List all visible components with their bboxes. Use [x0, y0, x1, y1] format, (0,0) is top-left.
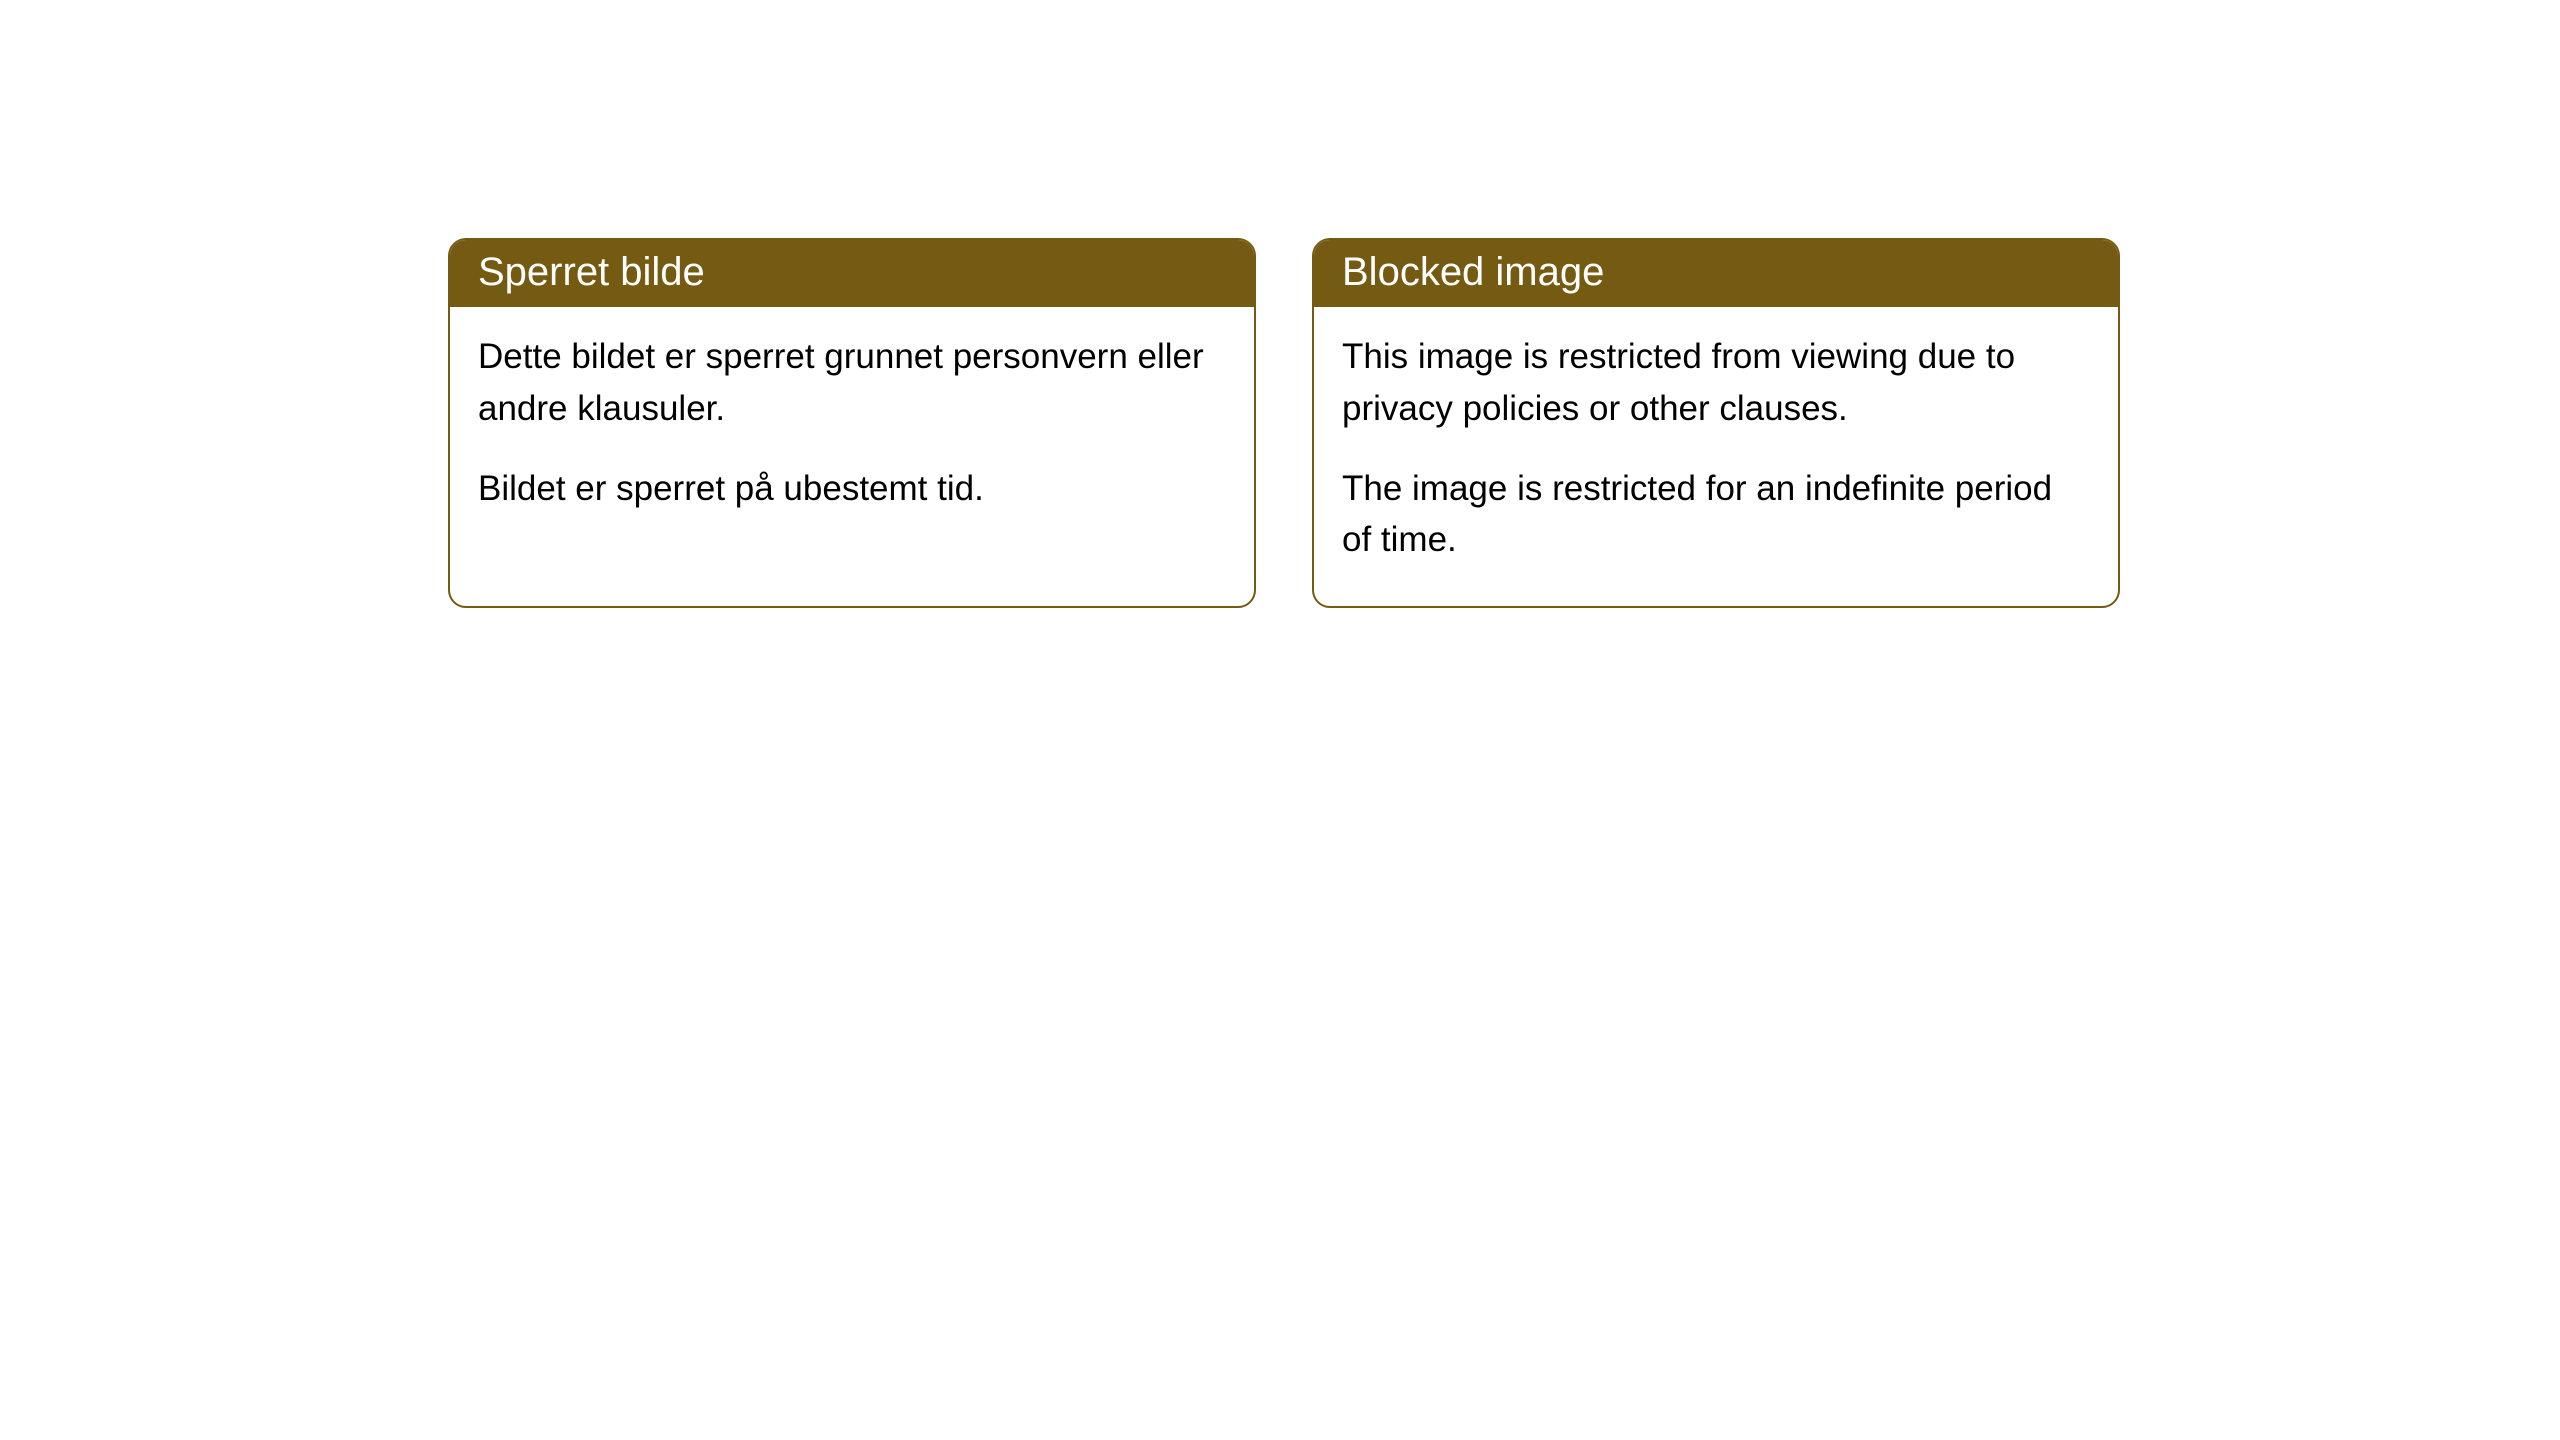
card-body: This image is restricted from viewing du… [1314, 307, 2118, 606]
notice-container: Sperret bilde Dette bildet er sperret gr… [0, 0, 2560, 608]
notice-card-english: Blocked image This image is restricted f… [1312, 238, 2120, 608]
card-title: Blocked image [1342, 250, 1604, 294]
card-paragraph: Bildet er sperret på ubestemt tid. [478, 463, 1226, 515]
card-body: Dette bildet er sperret grunnet personve… [450, 307, 1254, 554]
card-header: Blocked image [1314, 240, 2118, 307]
card-paragraph: This image is restricted from viewing du… [1342, 331, 2090, 435]
card-paragraph: Dette bildet er sperret grunnet personve… [478, 331, 1226, 435]
card-paragraph: The image is restricted for an indefinit… [1342, 463, 2090, 567]
card-header: Sperret bilde [450, 240, 1254, 307]
card-title: Sperret bilde [478, 250, 705, 294]
notice-card-norwegian: Sperret bilde Dette bildet er sperret gr… [448, 238, 1256, 608]
